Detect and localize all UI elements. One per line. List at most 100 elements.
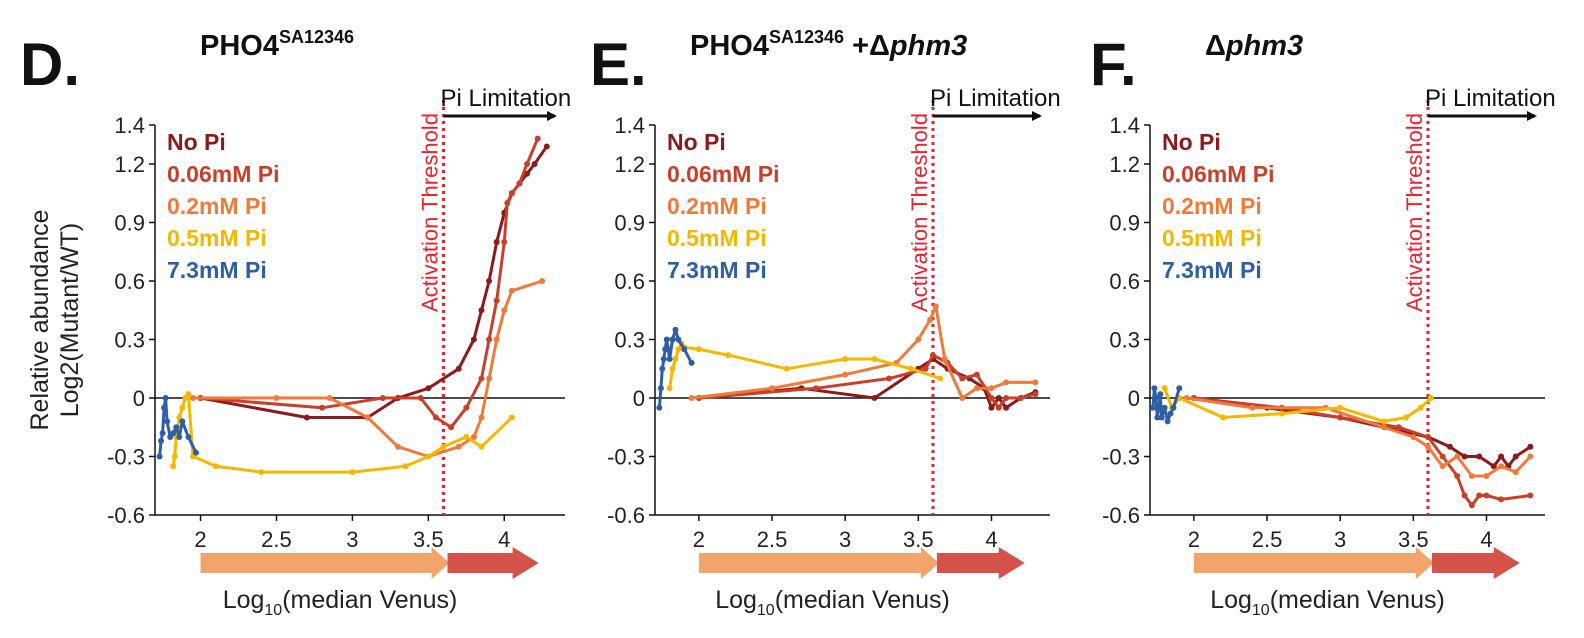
data-point [440,443,447,450]
data-point [1461,453,1468,460]
legend-entry: 0.2mM Pi [1162,193,1262,219]
panel-title-gene: phm3 [1225,30,1303,62]
data-point [842,356,849,362]
data-point [1512,453,1519,460]
data-point [1417,404,1424,411]
y-tick-label: 1.2 [614,152,645,177]
data-point [842,371,849,378]
data-point [660,356,667,362]
data-point [672,356,679,362]
data-point [672,326,679,333]
activation-threshold-label: Activation Threshold [1402,113,1427,312]
x-axis-label: Log10(median Venus) [223,586,458,619]
data-point [326,395,333,401]
data-point [417,395,424,401]
y-tick-label: 1.2 [114,152,145,177]
data-point [1381,418,1388,425]
data-point [531,161,538,167]
x-tick-label: 2 [1188,527,1200,552]
data-point [725,352,732,359]
y-axis-label: Relative abundance Log2(Mutant/WT) [26,210,84,431]
x-tick-label: 3.5 [413,527,444,552]
y-tick-label: -0.6 [107,503,145,528]
data-point [995,395,1002,401]
data-point [543,143,550,150]
data-point [504,200,511,206]
x-tick-label: 4 [498,527,510,552]
y-axis-label-line2: Log2(Mutant/WT) [56,223,84,418]
series-line-1 [200,138,540,429]
x-tick-label: 2 [693,527,705,552]
data-point [470,434,477,440]
high-signal-arrowhead [998,547,1025,579]
data-point [493,336,500,343]
y-tick-label: -0.3 [1102,445,1140,470]
data-point [176,434,183,440]
data-point [179,418,186,425]
panel-1: E. PHO4SA12346 +Δphm3 1.4 1.2 0.9 0.6 0.3 0 -0.3… [590,27,1061,619]
data-point [1498,496,1505,503]
data-point [508,190,515,197]
data-point [1337,404,1344,411]
data-point [1151,385,1158,392]
data-point [871,395,878,401]
x-axis-label-suffix: (median Venus) [1270,586,1445,614]
x-tick-label: 3 [1334,527,1346,552]
panel-title-main: PHO4 [690,30,769,62]
data-point [1395,424,1402,431]
data-point [486,278,493,284]
high-signal-bar [936,553,1001,573]
data-point [162,395,169,401]
data-point [158,437,165,444]
y-tick-label: -0.6 [1102,503,1140,528]
data-point [783,365,790,372]
pi-limitation-label: Pi Limitation [1425,85,1556,112]
data-point [1454,453,1461,460]
data-point [1337,414,1344,421]
data-point [508,287,515,294]
data-point [915,336,922,343]
y-tick-label: 0.6 [114,269,145,294]
data-point [1483,492,1490,499]
data-point [524,161,531,167]
x-tick-label: 4 [1480,527,1492,552]
y-tick-label: 0.6 [614,269,645,294]
x-axis-label: Log10(median Venus) [1210,586,1445,619]
data-point [675,346,682,353]
data-point [1003,395,1010,401]
data-point [1170,404,1177,411]
data-point [1498,453,1505,460]
data-point [478,307,485,314]
y-tick-label: 1.2 [1109,152,1140,177]
data-point [995,404,1002,411]
legend-entry: 0.2mM Pi [167,193,267,219]
data-point [1003,379,1010,386]
panel-letter: F. [1090,31,1137,98]
data-point [1468,473,1475,479]
data-point [1483,473,1490,479]
data-point [501,239,508,245]
legend-entry: 0.06mM Pi [1162,161,1275,187]
legend-entry: No Pi [1162,129,1221,155]
data-point [1476,492,1483,499]
series-line-0 [698,357,1036,410]
data-point [669,336,676,343]
legend-entry: 0.2mM Pi [667,193,767,219]
data-point [463,434,470,440]
data-point [1167,410,1174,417]
data-point [501,307,508,314]
data-point [1490,463,1497,470]
panel-title-superscript: SA12346 [769,27,844,47]
y-tick-label: -0.3 [607,445,645,470]
panel-title-main: PHO4 [200,30,279,62]
data-point [402,463,409,470]
data-point [908,365,915,372]
data-point [665,346,672,353]
data-point [1017,395,1024,401]
x-tick-label: 3 [839,527,851,552]
data-point [1381,424,1388,431]
data-point [1032,391,1039,398]
data-point [1527,443,1534,450]
activation-threshold-label: Activation Threshold [418,113,443,312]
